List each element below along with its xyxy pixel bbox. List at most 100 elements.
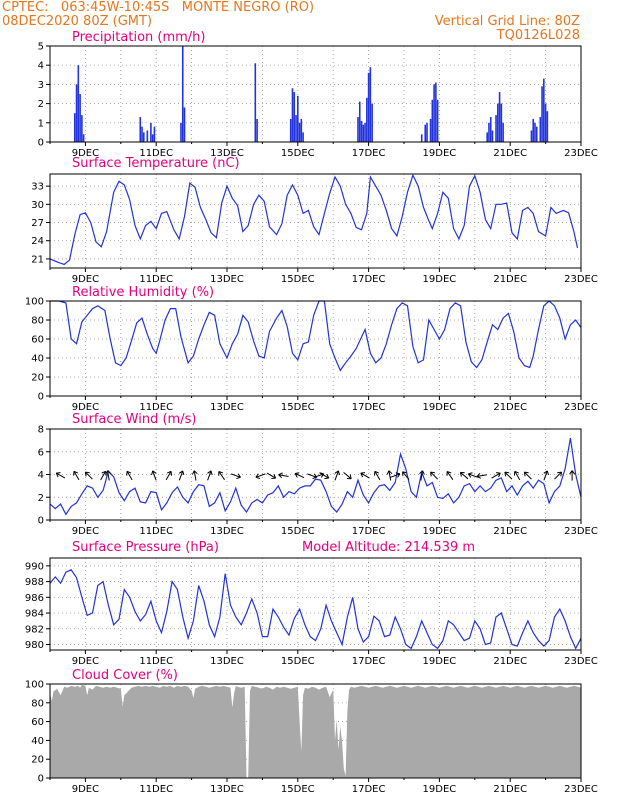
wind-vector-head — [207, 470, 213, 476]
precipitation-bar — [486, 132, 488, 142]
wind-vector-head — [386, 470, 393, 475]
wind-vector-head — [513, 470, 519, 476]
temperature-xtick-label: 9DEC — [72, 274, 99, 285]
wind-vector-shaft — [165, 471, 172, 481]
wind-vector-arrow — [165, 470, 173, 481]
precipitation-bar — [491, 130, 494, 142]
wind-vector-arrow — [386, 470, 393, 481]
temperature-xtick-label: 19DEC — [423, 274, 457, 285]
temperature-panel: 21 24 27 30 33 9DEC 11DEC 13DEC 15DEC 17DEC 19DEC 2… — [31, 156, 598, 285]
precipitation-bar — [82, 134, 85, 142]
wind-vector-head — [271, 473, 277, 480]
pressure-ytick-label: 984 — [25, 609, 44, 620]
header-grid-line: Vertical Grid Line: 80Z — [434, 14, 580, 29]
wind-vector-arrow — [218, 471, 225, 480]
wind-vector-arrow — [476, 473, 487, 479]
precipitation-xtick-label: 11DEC — [139, 148, 173, 159]
precipitation-bar — [357, 117, 359, 142]
precipitation-bar — [530, 130, 533, 142]
wind-vector-shaft — [554, 471, 562, 480]
wind-vector-arrow — [390, 472, 401, 478]
wind-vector-shaft — [266, 472, 276, 479]
precipitation-bar — [543, 78, 545, 142]
wind-vector-arrow — [73, 470, 80, 481]
precipitation-bar — [362, 124, 365, 142]
wind-vector-shaft — [460, 472, 469, 480]
precipitation-bar — [429, 118, 432, 142]
wind-vector-arrow — [504, 471, 513, 480]
wind-vector-head — [346, 474, 352, 480]
wind-vector-shaft — [360, 472, 370, 479]
precipitation-xtick-label: 21DEC — [493, 148, 527, 159]
wind-vector-head — [191, 470, 198, 475]
wind-vector-shaft — [446, 471, 454, 480]
wind-vector-shaft — [255, 473, 266, 478]
precipitation-bar — [180, 122, 182, 142]
temperature-xtick-label: 17DEC — [352, 274, 386, 285]
precipitation-bar — [302, 132, 304, 142]
wind-vector-shaft — [524, 471, 532, 480]
precipitation-bar — [143, 132, 145, 142]
pressure-xtick-label: 9DEC — [72, 656, 99, 667]
precipitation-bar — [73, 113, 76, 142]
humidity-ytick-label: 60 — [31, 335, 44, 346]
wind-vector-shaft — [343, 472, 352, 480]
wind-vector-arrow — [151, 470, 157, 481]
wind-vector-head — [151, 470, 157, 476]
precipitation-bar — [371, 103, 373, 142]
wind-vector-arrow — [255, 473, 266, 479]
precipitation-bar — [150, 122, 152, 142]
precipitation-bar — [488, 122, 490, 142]
wind-vector-head — [236, 473, 241, 479]
precipitation-bar — [489, 117, 492, 142]
wind-vector-head — [334, 470, 341, 476]
wind-vector-head — [419, 470, 425, 475]
wind-vector-head — [467, 472, 473, 478]
wind-vector-head — [105, 470, 111, 475]
precipitation-bar — [435, 82, 437, 142]
wind-vector-shaft — [73, 471, 80, 481]
cloud-cover-ytick-label: 20 — [31, 755, 44, 766]
pressure-series-line — [49, 569, 582, 650]
wind-vector-shaft — [420, 470, 424, 481]
wind-vector-arrow — [178, 470, 185, 481]
wind-xtick-label: 17DEC — [352, 526, 386, 537]
wind-ytick-label: 6 — [38, 447, 44, 458]
wind-vector-head — [126, 470, 132, 476]
wind-vector-arrow — [467, 472, 478, 478]
cloud-cover-title: Cloud Cover (%) — [72, 668, 178, 683]
precipitation-bar — [532, 118, 535, 142]
wind-vector-arrow — [105, 470, 111, 481]
wind-vector-head — [446, 471, 452, 476]
wind-vector-arrow — [446, 471, 454, 480]
cloud-cover-frame — [49, 683, 582, 779]
temperature-title: Surface Temperature (nC) — [72, 156, 240, 171]
wind-vector-head — [178, 470, 185, 476]
wind-vector-shaft — [334, 470, 339, 481]
precipitation-bar — [420, 134, 423, 142]
cloud-cover-area — [50, 684, 581, 778]
precipitation-bar — [183, 107, 186, 142]
wind-vector-head — [55, 472, 61, 478]
wind-ytick-label: 0 — [38, 516, 44, 527]
pressure-ytick-label: 980 — [25, 640, 44, 651]
precipitation-bar — [366, 97, 368, 142]
wind-vector-shaft — [178, 470, 184, 481]
wind-xtick-label: 11DEC — [139, 526, 173, 537]
humidity-ytick-label: 100 — [25, 297, 44, 308]
wind-vector-head — [294, 472, 300, 478]
wind-vector-shaft — [100, 471, 107, 481]
cloud-cover-xtick-label: 19DEC — [423, 784, 457, 795]
wind-vector-shaft — [107, 470, 110, 481]
pressure-ytick-label: 990 — [25, 561, 44, 572]
wind-ytick-label: 4 — [38, 470, 44, 481]
pressure-ytick-label: 982 — [25, 624, 44, 635]
wind-vector-shaft — [374, 471, 381, 481]
precipitation-bar — [139, 117, 142, 142]
pressure-xtick-label: 17DEC — [352, 656, 386, 667]
wind-vector-head — [324, 473, 330, 480]
precipitation-bar — [426, 122, 428, 142]
wind-vector-arrow — [230, 473, 241, 479]
wind-vector-shaft — [152, 470, 157, 481]
precipitation-bar — [293, 92, 296, 142]
